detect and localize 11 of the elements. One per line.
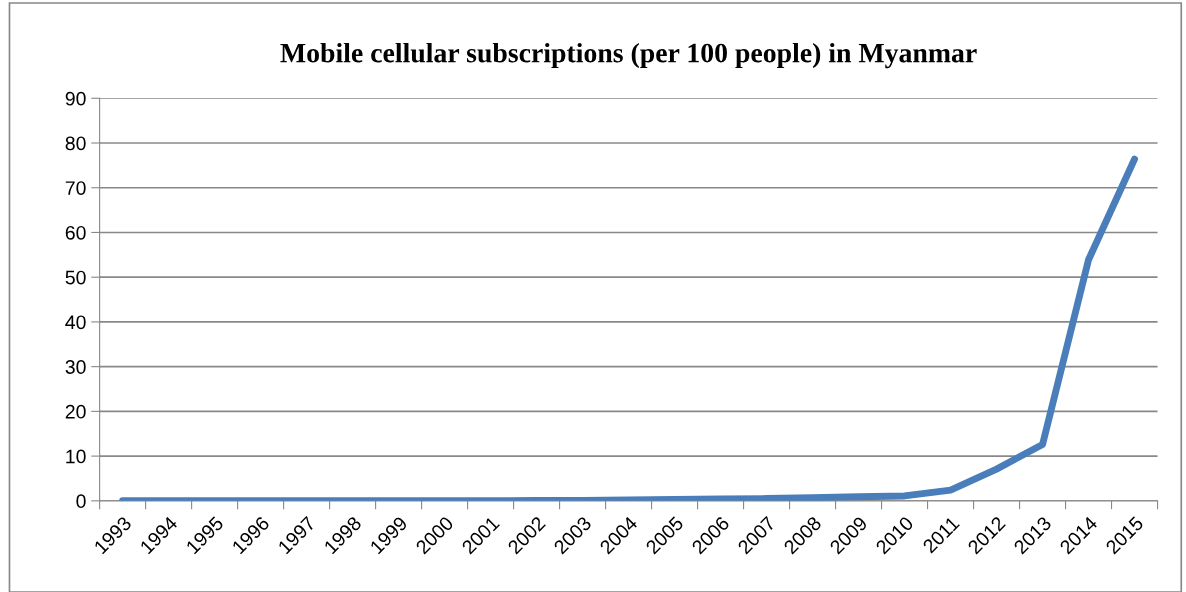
y-tick-label: 50 [65,270,86,285]
chart-title: Mobile cellular subscriptions (per 100 people) in Myanmar [280,42,977,69]
y-tick-label: 60 [65,225,86,240]
y-tick-label: 30 [65,360,86,374]
y-tick-label: 80 [65,136,86,151]
y-tick-label: 70 [65,181,86,195]
y-tick-label: 20 [65,404,86,419]
y-tick-label: 40 [65,315,86,330]
y-tick-label: 90 [65,91,86,106]
y-tick-label: 0 [76,494,86,509]
y-tick-label: 10 [66,449,86,464]
